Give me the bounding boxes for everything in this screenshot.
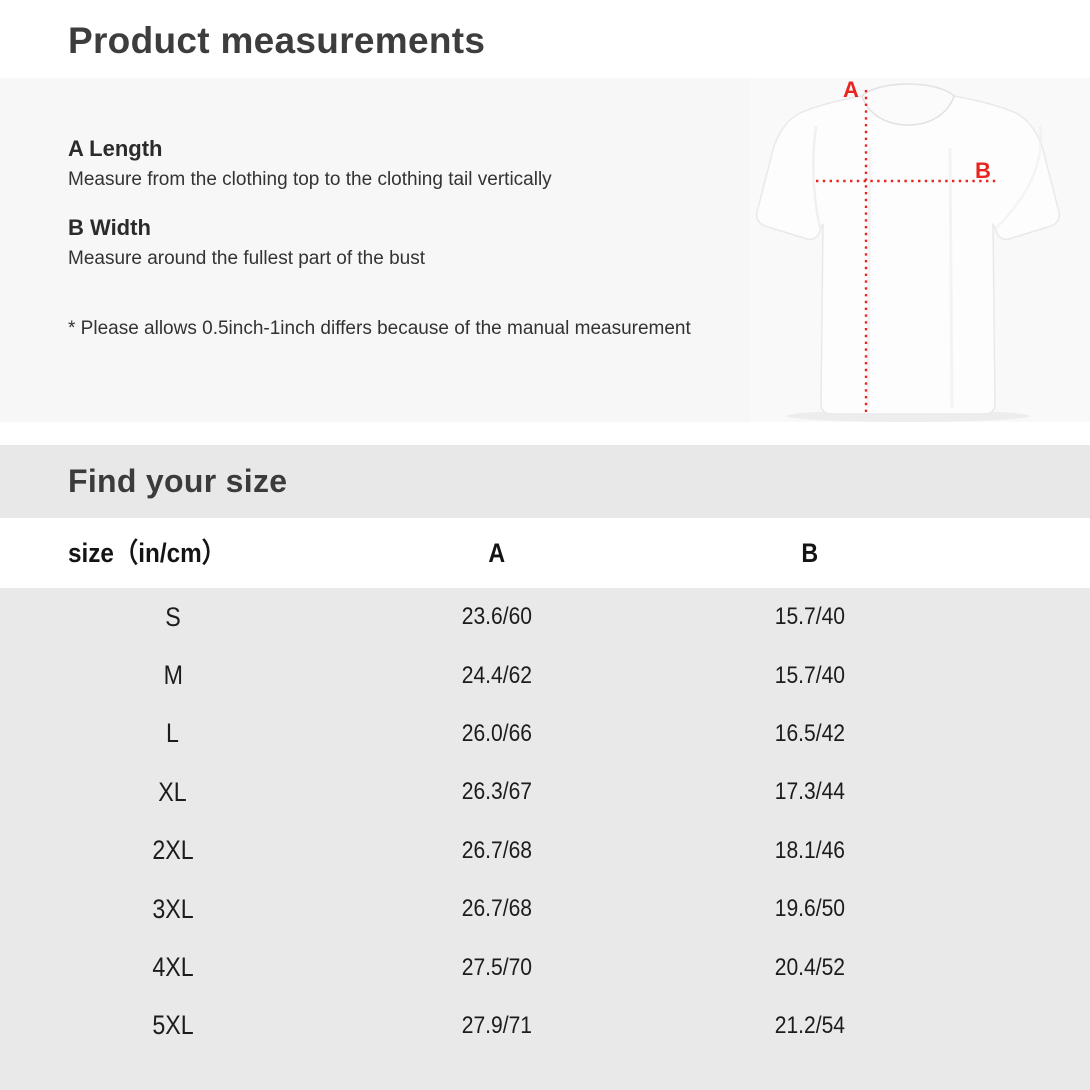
size-cell: L [166, 718, 180, 749]
a-value-cell: 27.5/70 [461, 953, 533, 981]
b-value-cell: 16.5/42 [774, 719, 846, 747]
tshirt-silhouette [755, 95, 1061, 415]
table-row: XL 26.3/67 17.3/44 [0, 763, 1090, 821]
tshirt-diagram: A B [750, 77, 1090, 422]
b-value-cell: 15.7/40 [774, 603, 846, 631]
find-your-size-band: Find your size [0, 445, 1090, 518]
column-a-header: A [488, 537, 506, 568]
size-table-header: size（in/cm） A B [0, 518, 1090, 588]
a-value-cell: 26.3/67 [461, 778, 533, 806]
a-value-cell: 27.9/71 [461, 1011, 533, 1039]
width-definition-label: B Width [68, 215, 151, 240]
table-row: S 23.6/60 15.7/40 [0, 588, 1090, 646]
length-definition-description: Measure from the clothing top to the clo… [68, 169, 552, 190]
measurement-disclaimer: * Please allows 0.5inch-1inch differs be… [68, 318, 691, 339]
table-row: 2XL 26.7/68 18.1/46 [0, 822, 1090, 880]
size-cell: M [163, 660, 183, 691]
a-value-cell: 26.0/66 [461, 719, 533, 747]
b-value-cell: 19.6/50 [774, 895, 846, 923]
size-column-header: size（in/cm） [68, 538, 227, 568]
width-definition-description: Measure around the fullest part of the b… [68, 248, 425, 269]
size-cell: 2XL [152, 835, 194, 866]
measurement-definitions: A Length Measure from the clothing top t… [68, 136, 748, 294]
page-title: Product measurements [68, 20, 486, 61]
a-value-cell: 26.7/68 [461, 895, 533, 923]
b-value-cell: 20.4/52 [774, 953, 846, 981]
size-cell: S [165, 601, 181, 632]
length-definition-label: A Length [68, 136, 163, 161]
a-value-cell: 26.7/68 [461, 836, 533, 864]
table-row: 4XL 27.5/70 20.4/52 [0, 938, 1090, 996]
a-value-cell: 24.4/62 [461, 661, 533, 689]
measurement-guide-panel: A Length Measure from the clothing top t… [0, 77, 1090, 422]
column-b-header: B [801, 537, 819, 568]
size-cell: XL [158, 776, 188, 807]
find-your-size-heading: Find your size [68, 463, 288, 499]
size-cell: 3XL [152, 893, 194, 924]
b-value-cell: 21.2/54 [774, 1011, 846, 1039]
size-cell: 5XL [152, 1010, 194, 1041]
table-row: L 26.0/66 16.5/42 [0, 705, 1090, 763]
size-cell: 4XL [152, 952, 194, 983]
table-row: 5XL 27.9/71 21.2/54 [0, 997, 1090, 1055]
table-row: M 24.4/62 15.7/40 [0, 646, 1090, 704]
label-a: A [843, 78, 859, 102]
a-value-cell: 23.6/60 [461, 603, 533, 631]
b-value-cell: 18.1/46 [774, 836, 846, 864]
b-value-cell: 15.7/40 [774, 661, 846, 689]
b-value-cell: 17.3/44 [774, 778, 846, 806]
tshirt-image: A B [750, 77, 1090, 422]
tshirt-collar [861, 83, 955, 126]
table-row: 3XL 26.7/68 19.6/50 [0, 880, 1090, 938]
size-table-body: S 23.6/60 15.7/40 M 24.4/62 15.7/40 L 26… [0, 588, 1090, 1090]
label-b: B [975, 158, 991, 183]
